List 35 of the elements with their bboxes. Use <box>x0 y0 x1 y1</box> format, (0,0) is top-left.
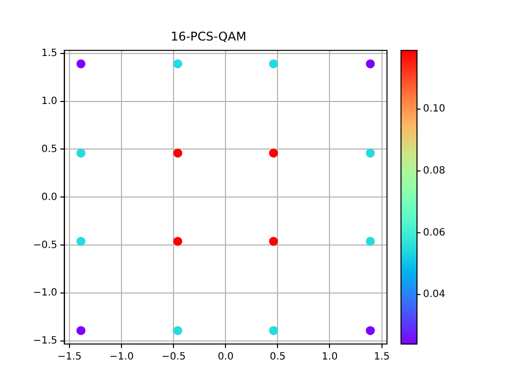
color-bar-label: 0.04 <box>423 289 446 300</box>
y-tick-label: −0.5 <box>32 240 58 251</box>
y-tick-label: 1.5 <box>41 48 58 59</box>
point <box>366 326 375 336</box>
color-bar-label: 0.06 <box>423 227 446 238</box>
point <box>269 59 278 68</box>
point <box>76 148 86 158</box>
y-tick-label: −1.0 <box>32 288 58 299</box>
point <box>366 59 375 68</box>
x-tick-label: 1.0 <box>322 352 338 363</box>
point <box>173 148 182 158</box>
y-tick-label: 0.0 <box>41 192 58 203</box>
x-tick-label: 0.5 <box>270 352 286 363</box>
x-tick-label: −1.5 <box>57 352 82 363</box>
y-tick-label: −1.5 <box>32 336 58 347</box>
point <box>269 326 278 336</box>
point <box>269 148 278 158</box>
point <box>76 326 86 336</box>
color-bar-label: 0.08 <box>423 166 446 177</box>
x-tick-label: 1.5 <box>374 352 390 363</box>
point <box>173 59 182 68</box>
color-bar-label: 0.10 <box>423 104 446 115</box>
x-tick-label: −0.5 <box>161 352 186 363</box>
point <box>269 236 278 246</box>
point <box>366 148 375 158</box>
y-tick-label: 1.0 <box>41 96 58 107</box>
chart-title: 16-PCS-QAM <box>170 29 246 44</box>
point <box>76 59 86 68</box>
x-tick-label: −1.0 <box>109 352 134 363</box>
x-tick-label: 0.0 <box>218 352 234 363</box>
point <box>173 236 182 246</box>
point <box>173 326 182 336</box>
point <box>76 236 86 246</box>
point <box>366 236 375 246</box>
y-tick-label: 0.5 <box>41 144 58 155</box>
